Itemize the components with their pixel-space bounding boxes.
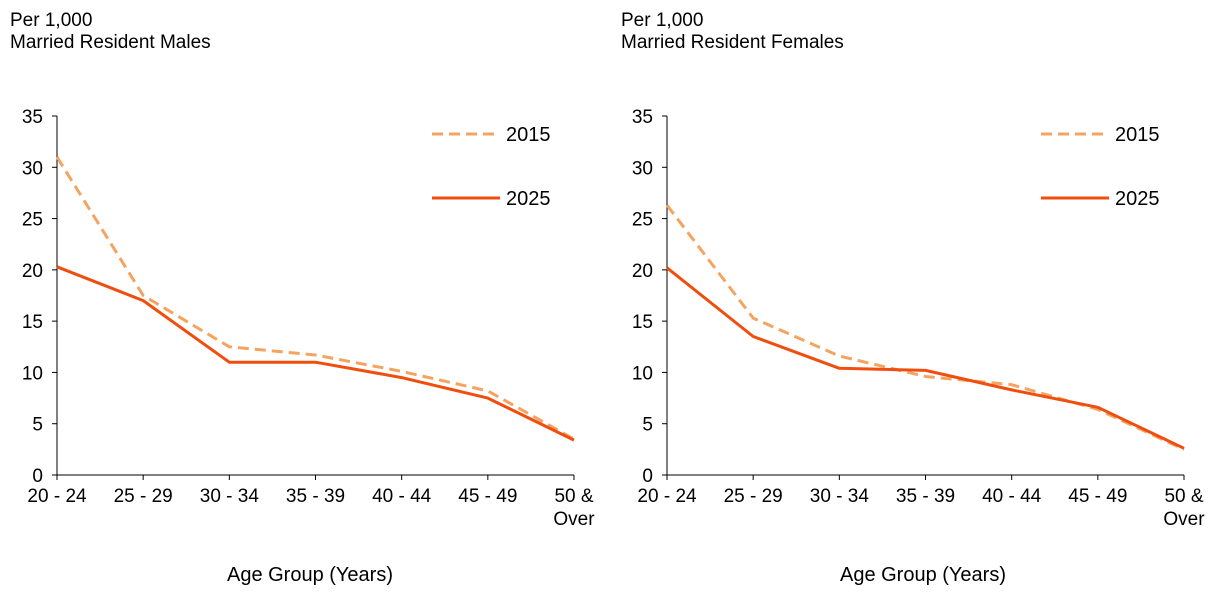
y-tick-label: 25 (22, 210, 43, 231)
x-tick-label: 35 - 39 (286, 486, 345, 507)
y-tick-label: 15 (22, 312, 43, 333)
legend-label-2025: 2025 (506, 188, 551, 210)
y-tick-label: 20 (632, 261, 653, 282)
x-tick-label: 20 - 24 (637, 486, 697, 507)
series-line-2025 (56, 265, 575, 442)
x-tick-label: 45 - 49 (1068, 486, 1127, 507)
x-tick-label: 50 & Over (553, 486, 595, 530)
series-line-2015 (55, 156, 575, 441)
y-tick-label: 20 (22, 261, 43, 282)
x-tick-label: 50 & Over (1163, 486, 1205, 530)
series-line-2025 (666, 266, 1185, 450)
x-tick-label: 25 - 29 (114, 486, 173, 507)
y-tick-label: 5 (32, 415, 43, 436)
y-tick-label: 10 (632, 363, 653, 384)
x-tick-label: 45 - 49 (458, 486, 517, 507)
legend-label-2015: 2015 (506, 124, 551, 146)
chart-females: Per 1,000 Married Resident Females 0 5 10 15… (615, 0, 1231, 602)
y-tick-label: 25 (632, 210, 653, 231)
y-tick-label: 0 (32, 466, 43, 487)
x-axis-title: Age Group (Years) (226, 564, 393, 586)
legend-label-2025: 2025 (1115, 188, 1160, 210)
series-line-2015 (665, 204, 1185, 451)
y-axis-title: Per 1,000 Married Resident Females (621, 10, 844, 53)
y-axis-title: Per 1,000 Married Resident Males (10, 10, 211, 53)
chart-males: Per 1,000 Married Resident Males 0 5 10 15 20… (0, 0, 615, 602)
x-tick-label: 20 - 24 (27, 486, 87, 507)
y-tick-label: 30 (22, 158, 43, 179)
y-tick-label: 30 (632, 158, 653, 179)
x-tick-label: 35 - 39 (896, 486, 955, 507)
y-tick-label: 0 (642, 466, 653, 487)
x-tick-label: 25 - 29 (724, 486, 783, 507)
x-axis-title: Age Group (Years) (839, 564, 1006, 586)
legend-label-2015: 2015 (1115, 124, 1160, 146)
y-tick-label: 35 (22, 107, 43, 128)
y-tick-label: 15 (632, 312, 653, 333)
x-tick-label: 30 - 34 (200, 486, 260, 507)
x-tick-label: 30 - 34 (810, 486, 870, 507)
y-tick-label: 10 (22, 363, 43, 384)
x-tick-label: 40 - 44 (372, 486, 432, 507)
y-tick-label: 35 (632, 107, 653, 128)
y-tick-label: 5 (642, 415, 653, 436)
x-tick-label: 40 - 44 (982, 486, 1042, 507)
